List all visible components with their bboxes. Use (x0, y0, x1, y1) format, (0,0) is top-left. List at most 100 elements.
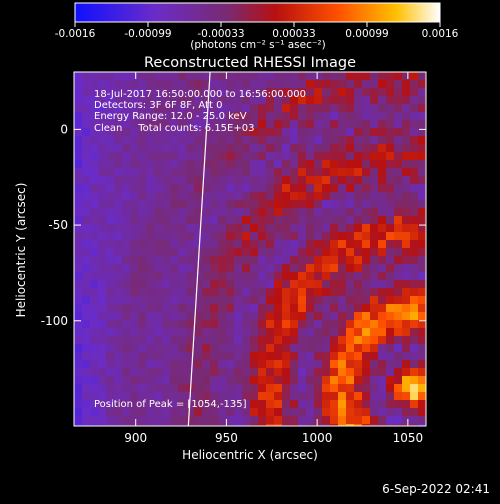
heatmap-cell (226, 400, 234, 408)
heatmap-cell (154, 384, 162, 392)
heatmap-cell (122, 248, 130, 256)
heatmap-cell (338, 312, 346, 320)
heatmap-cell (90, 248, 98, 256)
heatmap-cell (370, 304, 378, 312)
heatmap-cell (122, 160, 130, 168)
heatmap-cell (306, 200, 314, 208)
heatmap-cell (250, 112, 258, 120)
heatmap-cell (250, 344, 258, 352)
heatmap-cell (122, 80, 130, 88)
heatmap-cell (402, 80, 410, 88)
heatmap-cell (418, 320, 426, 328)
heatmap-cell (386, 216, 394, 224)
heatmap-cell (258, 376, 266, 384)
heatmap-cell (130, 312, 138, 320)
heatmap-cell (218, 288, 226, 296)
heatmap-cell (106, 152, 114, 160)
heatmap-cell (402, 336, 410, 344)
heatmap-cell (178, 248, 186, 256)
heatmap-cell (322, 424, 330, 426)
heatmap-cell (322, 368, 330, 376)
heatmap-cell (282, 256, 290, 264)
heatmap-cell (306, 312, 314, 320)
heatmap-cell (146, 104, 154, 112)
heatmap-cell (330, 336, 338, 344)
heatmap-cell (234, 312, 242, 320)
heatmap-cell (90, 104, 98, 112)
heatmap-cell (290, 400, 298, 408)
heatmap-cell (386, 312, 394, 320)
heatmap-cell (178, 104, 186, 112)
heatmap-cell (138, 136, 146, 144)
y-axis-label: Heliocentric Y (arcsec) (14, 183, 28, 318)
heatmap-cell (282, 360, 290, 368)
heatmap-cell (122, 320, 130, 328)
heatmap-cell (98, 192, 106, 200)
heatmap-cell (218, 144, 226, 152)
heatmap-cell (290, 312, 298, 320)
heatmap-cell (394, 200, 402, 208)
heatmap-cell (370, 416, 378, 424)
heatmap-cell (234, 336, 242, 344)
heatmap-cell (330, 152, 338, 160)
heatmap-cell (338, 240, 346, 248)
heatmap-cell (402, 168, 410, 176)
heatmap-cell (330, 320, 338, 328)
heatmap-cell (306, 368, 314, 376)
heatmap-cell (402, 304, 410, 312)
heatmap-cell (330, 240, 338, 248)
heatmap-cell (82, 344, 90, 352)
heatmap-cell (378, 72, 386, 80)
heatmap-cell (362, 408, 370, 416)
heatmap-cell (370, 216, 378, 224)
heatmap-cell (338, 80, 346, 88)
heatmap-cell (290, 168, 298, 176)
heatmap-cell (410, 312, 418, 320)
heatmap-cell (82, 312, 90, 320)
heatmap-cell (298, 384, 306, 392)
heatmap-cell (146, 144, 154, 152)
heatmap-cell (194, 416, 202, 424)
heatmap-cell (386, 400, 394, 408)
heatmap-cell (362, 344, 370, 352)
heatmap-cell (226, 80, 234, 88)
heatmap-cell (386, 384, 394, 392)
heatmap-cell (106, 136, 114, 144)
heatmap-cell (114, 96, 122, 104)
heatmap-cell (106, 224, 114, 232)
heatmap-cell (154, 296, 162, 304)
heatmap-cell (154, 352, 162, 360)
heatmap-cell (354, 216, 362, 224)
heatmap-cell (218, 232, 226, 240)
heatmap-cell (194, 128, 202, 136)
heatmap-cell (378, 256, 386, 264)
heatmap-cell (346, 336, 354, 344)
heatmap-cell (346, 328, 354, 336)
heatmap-cell (362, 144, 370, 152)
heatmap-cell (162, 168, 170, 176)
heatmap-cell (258, 392, 266, 400)
heatmap-cell (274, 272, 282, 280)
heatmap-cell (266, 144, 274, 152)
heatmap-cell (378, 376, 386, 384)
heatmap-cell (210, 272, 218, 280)
colorbar-unit-label: (photons cm⁻² s⁻¹ asec⁻²) (190, 39, 325, 51)
heatmap-cell (274, 360, 282, 368)
heatmap-cell (106, 328, 114, 336)
heatmap-cell (226, 136, 234, 144)
heatmap-cell (154, 328, 162, 336)
heatmap-cell (162, 288, 170, 296)
heatmap-cell (170, 368, 178, 376)
heatmap-cell (106, 88, 114, 96)
heatmap-cell (202, 240, 210, 248)
heatmap-cell (98, 88, 106, 96)
heatmap-cell (354, 200, 362, 208)
heatmap-cell (298, 168, 306, 176)
heatmap-cell (162, 144, 170, 152)
heatmap-cell (402, 192, 410, 200)
heatmap-cell (362, 152, 370, 160)
heatmap-cell (154, 112, 162, 120)
heatmap-cell (386, 360, 394, 368)
heatmap-cell (250, 408, 258, 416)
heatmap-cell (202, 112, 210, 120)
